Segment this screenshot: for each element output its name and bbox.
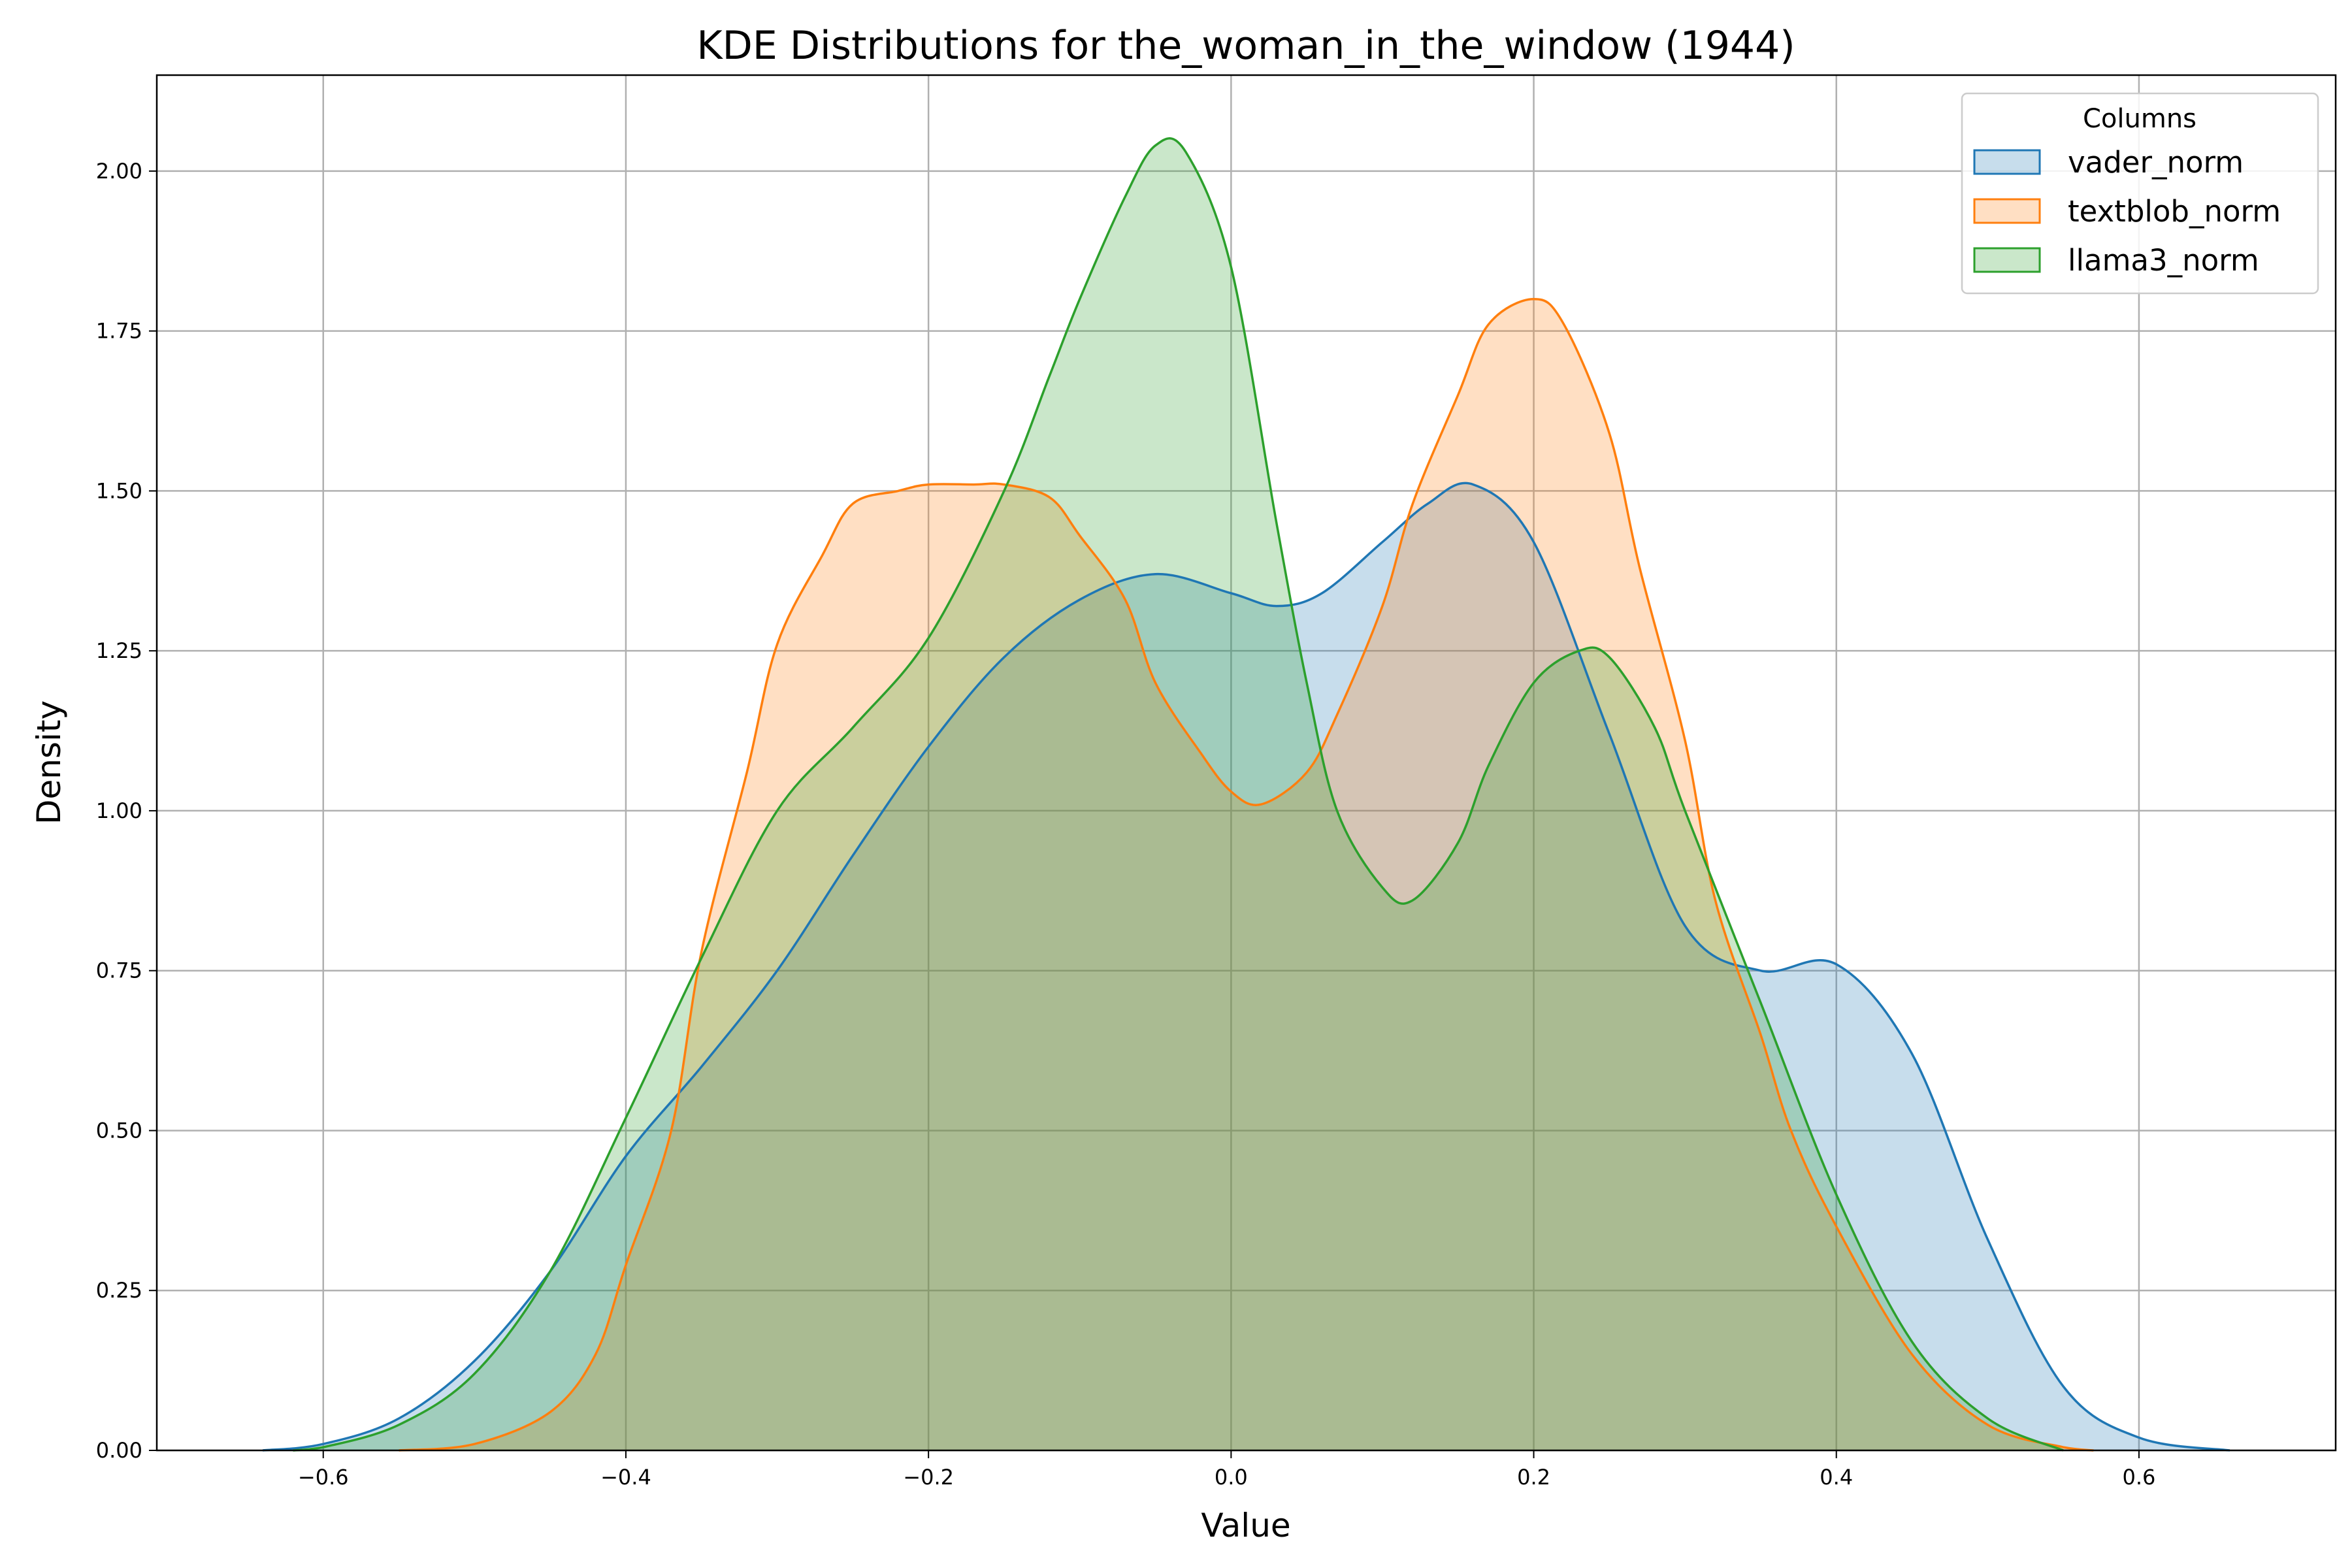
x-tick-label: 0.4 bbox=[1820, 1465, 1853, 1490]
series-layer bbox=[262, 137, 2230, 1452]
line-vader_norm bbox=[262, 482, 2230, 1452]
line-llama3_norm bbox=[293, 137, 2064, 1452]
legend: Columns vader_norm textblob_norm llama3_no… bbox=[1961, 92, 2319, 295]
x-axis-title: Value bbox=[1201, 1507, 1290, 1544]
y-tick-label: 0.75 bbox=[96, 958, 142, 983]
area-vader_norm bbox=[263, 483, 2230, 1450]
ticks: −0.6 −0.4 −0.2 0.0 0.2 0.4 0.6 0.00 0.25 0.50 0.75… bbox=[96, 159, 2156, 1490]
y-axis-title: Density bbox=[30, 700, 68, 825]
y-tick-label: 2.00 bbox=[96, 159, 142, 184]
x-tick-label: −0.4 bbox=[600, 1465, 651, 1490]
x-tick-label: −0.2 bbox=[903, 1465, 954, 1490]
x-tick-label: 0.6 bbox=[2122, 1465, 2155, 1490]
y-tick-label: 0.00 bbox=[96, 1438, 142, 1463]
area-textblob_norm bbox=[399, 299, 2094, 1451]
line-textblob_norm bbox=[399, 297, 2094, 1452]
x-tick-label: 0.2 bbox=[1517, 1465, 1550, 1490]
legend-label-llama3_norm: llama3_norm bbox=[2068, 243, 2259, 278]
legend-label-textblob_norm: textblob_norm bbox=[2068, 194, 2281, 229]
y-tick-label: 1.00 bbox=[96, 798, 142, 823]
y-tick-label: 1.50 bbox=[96, 478, 142, 503]
x-tick-label: 0.0 bbox=[1215, 1465, 1248, 1490]
chart-title: KDE Distributions for the_woman_in_the_w… bbox=[696, 23, 1795, 69]
x-tick-label: −0.6 bbox=[298, 1465, 349, 1490]
y-tick-label: 0.50 bbox=[96, 1118, 142, 1143]
y-tick-label: 1.75 bbox=[96, 319, 142, 344]
legend-title: Columns bbox=[2083, 104, 2197, 134]
legend-swatch-vader_norm bbox=[1973, 149, 2041, 175]
plot-frame bbox=[155, 74, 2337, 1452]
legend-items: vader_norm textblob_norm llama3_norm bbox=[1973, 145, 2281, 278]
legend-swatch-textblob_norm bbox=[1973, 198, 2041, 224]
legend-swatch-llama3_norm bbox=[1973, 247, 2041, 273]
legend-label-vader_norm: vader_norm bbox=[2068, 145, 2244, 180]
area-llama3_norm bbox=[293, 138, 2064, 1451]
series-lines bbox=[262, 137, 2230, 1452]
y-tick-label: 1.25 bbox=[96, 638, 142, 663]
legend-box bbox=[1961, 92, 2319, 295]
y-tick-label: 0.25 bbox=[96, 1278, 142, 1303]
series-fills bbox=[263, 138, 2230, 1451]
